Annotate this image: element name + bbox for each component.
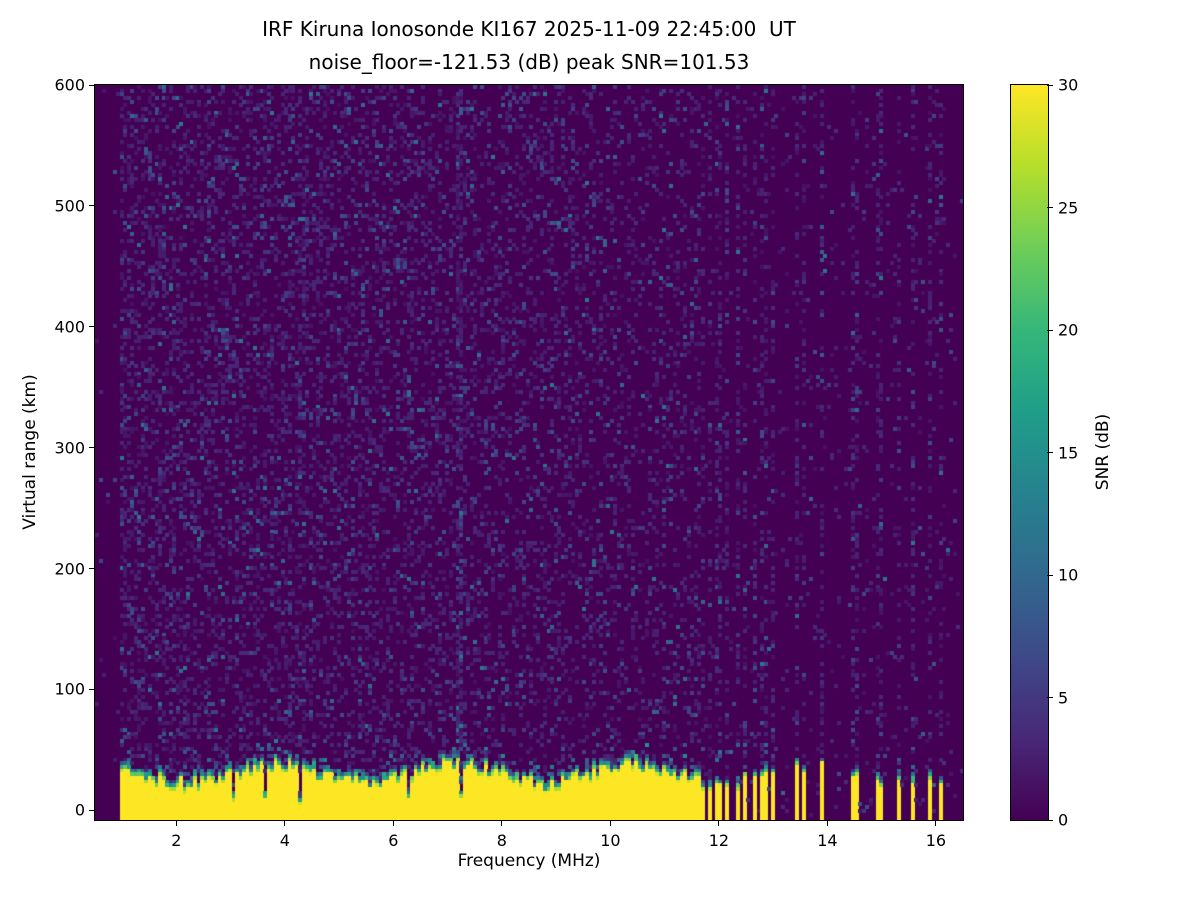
colorbar-tick-label: 0 — [1058, 810, 1069, 830]
x-tick-label: 4 — [279, 831, 290, 850]
x-tick-label: 10 — [600, 831, 621, 850]
x-tick-mark — [175, 820, 177, 826]
colorbar-tick-mark — [1047, 207, 1053, 208]
y-tick-mark — [89, 205, 95, 207]
chart-title-line2: noise_floor=-121.53 (dB) peak SNR=101.53 — [308, 50, 750, 74]
colorbar-tick-label: 25 — [1058, 198, 1079, 217]
x-tick-label: 2 — [171, 831, 182, 850]
x-tick-mark — [392, 820, 394, 826]
y-axis-label: Virtual range (km) — [20, 374, 40, 530]
colorbar-tick-label: 5 — [1058, 688, 1069, 707]
y-tick-label: 400 — [54, 317, 85, 337]
colorbar-tick-mark — [1047, 84, 1053, 86]
x-tick-mark — [718, 820, 720, 826]
x-tick-mark — [284, 820, 286, 826]
y-tick-mark — [89, 84, 95, 86]
colorbar-tick-mark — [1047, 452, 1053, 453]
colorbar-tick-mark — [1047, 574, 1053, 576]
x-tick-mark — [501, 820, 503, 826]
y-tick-mark — [89, 447, 95, 449]
y-tick-label: 600 — [54, 75, 85, 95]
colorbar-tick-mark — [1047, 329, 1053, 331]
y-tick-mark — [89, 568, 95, 570]
x-tick-label: 14 — [817, 831, 838, 850]
colorbar-tick-label: 30 — [1058, 75, 1079, 95]
colorbar-tick-label: 15 — [1058, 443, 1079, 462]
x-tick-mark — [826, 820, 828, 826]
y-tick-label: 300 — [54, 438, 85, 458]
y-tick-mark — [89, 688, 95, 690]
x-tick-label: 6 — [388, 831, 399, 850]
x-tick-label: 16 — [925, 831, 947, 850]
x-tick-mark — [609, 820, 611, 826]
y-tick-mark — [89, 326, 95, 328]
colorbar-gradient — [1010, 84, 1049, 821]
colorbar-tick-label: 20 — [1058, 320, 1079, 340]
x-tick-label: 12 — [708, 831, 730, 850]
x-axis-label: Frequency (MHz) — [457, 851, 601, 871]
colorbar-tick-mark — [1047, 697, 1053, 698]
y-tick-label: 0 — [74, 800, 85, 820]
y-tick-label: 100 — [54, 679, 85, 699]
colorbar-label: SNR (dB) — [1093, 413, 1113, 491]
chart-title: IRF Kiruna Ionosonde KI167 2025-11-09 22… — [95, 13, 963, 79]
y-tick-mark — [89, 809, 95, 811]
colorbar-tick-label: 10 — [1058, 565, 1079, 585]
x-tick-mark — [935, 820, 937, 826]
plot-area — [94, 84, 964, 821]
ionogram-heatmap-canvas — [95, 85, 963, 820]
y-tick-label: 500 — [54, 196, 85, 216]
chart-title-line1: IRF Kiruna Ionosonde KI167 2025-11-09 22… — [262, 17, 796, 41]
colorbar-tick-mark — [1047, 819, 1053, 821]
x-tick-label: 8 — [496, 831, 507, 850]
y-tick-label: 200 — [54, 559, 85, 579]
